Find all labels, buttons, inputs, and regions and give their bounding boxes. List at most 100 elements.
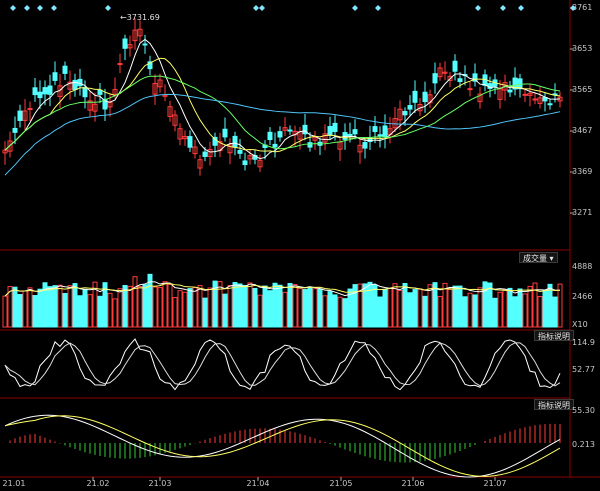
price-axis-label: 3653	[572, 44, 593, 53]
osc1-axis-label: 52.77	[572, 365, 595, 374]
date-axis-label: 21.05	[329, 479, 353, 488]
volume-bar	[532, 282, 538, 328]
volume-bar	[277, 284, 283, 328]
volume-bar	[322, 295, 328, 328]
volume-bar	[177, 290, 183, 328]
volume-bar	[327, 291, 333, 328]
price-candle-body	[407, 105, 413, 110]
price-candle-body	[322, 133, 328, 143]
volume-bar	[172, 297, 178, 328]
volume-bar	[217, 281, 223, 328]
price-candle-body	[152, 82, 158, 95]
price-candle-body	[62, 65, 68, 74]
price-candle-body	[327, 126, 333, 135]
volume-bar	[107, 292, 113, 328]
price-candle-body	[207, 148, 213, 157]
volume-bar	[477, 287, 483, 328]
price-axis-label: 3369	[572, 167, 593, 176]
price-candle-body	[32, 87, 38, 96]
price-candle-body	[537, 97, 543, 104]
price-candle-body	[17, 110, 23, 121]
volume-bar	[547, 283, 553, 328]
volume-bar	[212, 280, 218, 328]
volume-bar	[152, 286, 158, 328]
price-candle-body	[177, 128, 183, 140]
volume-bar	[432, 282, 438, 328]
volume-bar	[357, 283, 363, 328]
price-candle-body	[447, 75, 453, 81]
price-candle-body	[182, 136, 188, 140]
volume-bar	[102, 282, 108, 328]
indicator-help-label: 指标说明	[538, 401, 570, 410]
volume-bar	[222, 293, 228, 328]
event-marker-icon	[475, 5, 481, 11]
volume-bar	[247, 282, 253, 328]
date-axis-label: 21.02	[86, 479, 110, 488]
volume-bar	[12, 286, 18, 328]
volume-axis-label: X10	[572, 320, 588, 329]
indicator-help-button-1[interactable]: 指标说明	[534, 330, 574, 341]
volume-bar	[302, 289, 308, 328]
volume-bar	[392, 283, 398, 328]
price-candle-body	[37, 91, 43, 99]
price-candle-body	[127, 44, 133, 49]
volume-bar	[142, 284, 148, 328]
volume-bar	[27, 287, 33, 328]
high-price-marker: ←3731.69	[120, 13, 160, 22]
volume-bar	[372, 284, 378, 328]
volume-indicator-button[interactable]: 成交量 ▾	[519, 252, 558, 263]
volume-bar	[77, 295, 83, 328]
price-candle-body	[197, 159, 203, 169]
date-axis-label: 21.04	[246, 479, 270, 488]
indicator-help-button-2[interactable]: 指标说明	[534, 399, 574, 410]
price-candle-body	[362, 142, 368, 149]
price-candle-body	[347, 133, 353, 136]
volume-bar	[522, 293, 528, 328]
volume-bar	[22, 290, 28, 328]
volume-bar	[497, 291, 503, 328]
volume-bar	[412, 289, 418, 328]
price-candle-body	[457, 78, 463, 82]
volume-bar	[207, 287, 213, 328]
volume-bar	[427, 284, 433, 328]
price-candle-body	[352, 129, 358, 135]
volume-bar	[437, 296, 443, 328]
dropdown-arrow-icon: ▾	[549, 254, 554, 263]
macd-dif-line	[4, 414, 561, 478]
volume-bar	[507, 287, 513, 328]
price-candle-body	[117, 63, 123, 66]
ma20-line	[4, 75, 561, 151]
event-marker-icon	[352, 5, 358, 11]
price-candle-body	[132, 29, 138, 42]
price-candle-body	[97, 89, 103, 95]
volume-bar	[422, 295, 428, 328]
price-candle-body	[137, 28, 143, 37]
volume-bar	[202, 297, 208, 328]
osc1-fast-line	[4, 338, 561, 391]
price-candle-body	[507, 89, 513, 93]
price-candle-body	[272, 143, 278, 148]
price-axis-label: 3565	[572, 85, 593, 94]
volume-bar	[557, 283, 563, 328]
volume-bar	[457, 285, 463, 328]
volume-bar	[197, 285, 203, 328]
volume-bar	[252, 287, 258, 328]
volume-bar	[397, 290, 403, 328]
volume-bar	[452, 285, 458, 328]
volume-bar	[307, 286, 313, 328]
volume-bar	[2, 295, 8, 328]
indicator-help-label: 指标说明	[538, 332, 570, 341]
volume-bar	[157, 287, 163, 328]
volume-bar	[537, 295, 543, 328]
volume-bar	[192, 287, 198, 328]
price-candle-body	[82, 87, 88, 98]
price-candle-body	[147, 61, 153, 70]
volume-bar	[342, 298, 348, 328]
price-candle-body	[12, 127, 18, 133]
volume-axis-label: 4888	[572, 262, 593, 271]
event-marker-icon	[375, 5, 381, 11]
event-marker-icon	[24, 5, 30, 11]
event-marker-icon	[51, 5, 57, 11]
volume-bar	[52, 285, 58, 328]
